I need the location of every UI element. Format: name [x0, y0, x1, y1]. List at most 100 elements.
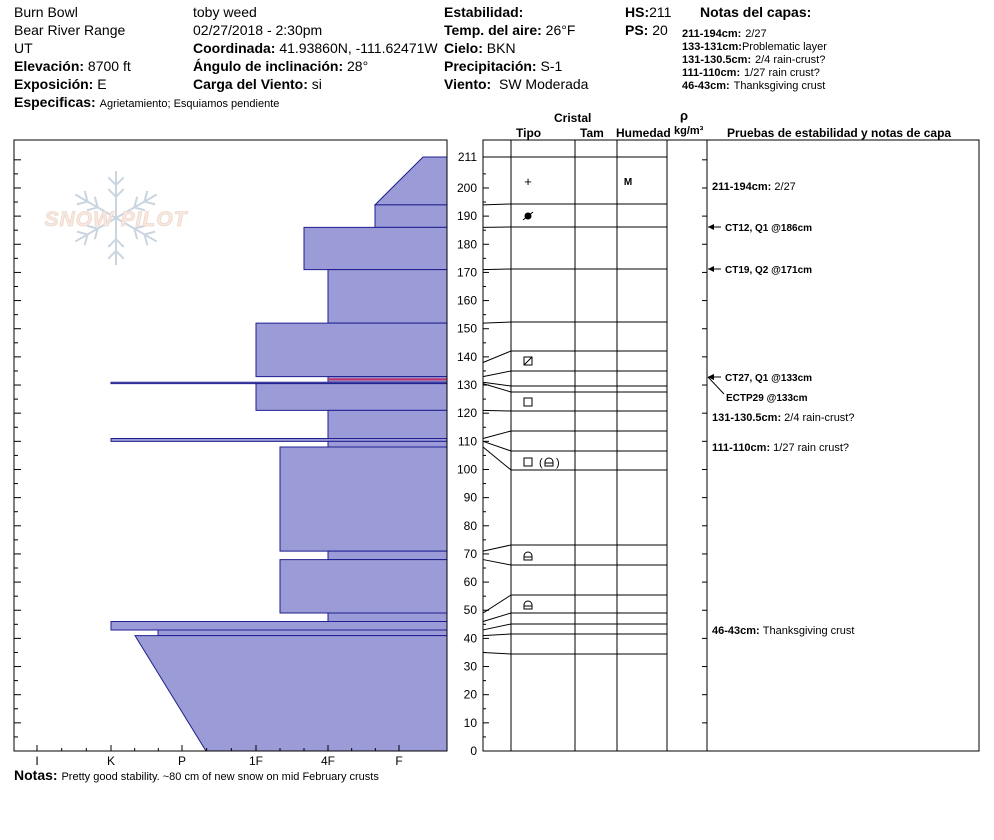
snowflake-branch [107, 188, 117, 198]
hardness-layer [110, 621, 448, 631]
sky-value: BKN [486, 40, 516, 56]
moisture-value: M [624, 177, 632, 188]
wind-row: Viento: SW Moderada [444, 76, 588, 92]
snowflake-branch [134, 206, 146, 212]
y-tick-label: 190 [457, 209, 477, 223]
snowflake-branch [83, 234, 89, 246]
stability-row: Estabilidad: [444, 4, 523, 20]
test-arrow-head [708, 266, 714, 272]
layer-note-2: 131-130.5cm: 2/4 rain-crust? [682, 50, 825, 67]
snowflake-branch [107, 250, 117, 260]
snowflake-arm [74, 217, 117, 243]
layer-note-4: 46-43cm: Thanksgiving crust [682, 76, 825, 93]
layer-connector [482, 430, 512, 439]
coordinates-value: 41.93860N, -111.62471W [279, 40, 438, 56]
aspect-row: Exposición: E [14, 76, 107, 92]
precip-row: Precipitación: S-1 [444, 58, 562, 74]
layer-connector [482, 383, 512, 393]
layer-note-1: 133-131cm:Problematic layer [682, 37, 827, 54]
layer-connector [482, 321, 512, 324]
test-arrow-line [707, 376, 725, 395]
y-tick-label: 90 [464, 491, 478, 505]
location-name: Burn Bowl [14, 4, 78, 20]
y-tick-label: 10 [464, 716, 478, 730]
hardness-layer [327, 550, 448, 561]
header-rho: ρ [680, 108, 689, 123]
y-tick-label: 40 [464, 631, 478, 645]
layer-note-text: Thanksgiving crust [733, 80, 826, 92]
layer-connector [482, 612, 512, 622]
y-tick-label: 30 [464, 660, 478, 674]
y-tick-label: 120 [457, 406, 477, 420]
state: UT [14, 40, 33, 56]
precip-value: S-1 [540, 58, 563, 74]
crystal-symbol-secondary: ( [539, 457, 543, 469]
header-tipo: Tipo [516, 126, 542, 140]
hardness-layer [279, 559, 448, 614]
crystal-symbol-stroke [522, 211, 534, 221]
snowflake-branch [93, 196, 99, 208]
header-cristal: Cristal [554, 111, 592, 125]
test-arrow-head [708, 374, 714, 380]
layer-connector [482, 350, 512, 363]
layer-comment: 211-194cm: 2/27 [712, 181, 796, 193]
snowflake-arm [115, 217, 158, 243]
wind-load-row: Carga del Viento: si [193, 76, 322, 92]
hs-value: 211 [649, 4, 672, 20]
layer-note-text: 1/27 rain crust? [744, 67, 820, 79]
sky-row: Cielo: BKN [444, 40, 516, 56]
stability-test-label: CT19, Q2 @171cm [725, 265, 812, 276]
header-tests: Pruebas de estabilidad y notas de capa [727, 126, 952, 140]
wind-label: Viento: [444, 76, 492, 92]
snowflake-branch [133, 196, 139, 208]
y-tick-label: 70 [464, 547, 478, 561]
precip-label: Precipitación: [444, 58, 537, 74]
snowflake-branch [86, 224, 98, 230]
hardness-layer [327, 440, 448, 448]
mountain-range: Bear River Range [14, 22, 126, 38]
notes-row: Notas: Pretty good stability. ~80 cm of … [14, 767, 379, 784]
test-arrow-head [708, 224, 714, 230]
hardness-layer [373, 156, 448, 206]
layer-comment: 46-43cm: Thanksgiving crust [712, 625, 854, 637]
hardness-layer [255, 383, 448, 411]
x-tick-label: I [35, 754, 38, 768]
snowflake-arm [74, 193, 117, 219]
x-tick-label: 1F [249, 754, 263, 768]
crystal-symbol-rounded-facet [544, 457, 554, 467]
specifics-value: Agrietamiento; Esquiamos pendiente [99, 98, 280, 110]
x-tick-label: P [178, 754, 186, 768]
layer-note-3: 111-110cm: 1/27 rain crust? [682, 63, 820, 80]
snowflake-branch [107, 176, 117, 186]
wind-load-label: Carga del Viento: [193, 76, 308, 92]
elevation-label: Elevación: [14, 58, 85, 74]
elevation-row: Elevación: 8700 ft [14, 58, 131, 74]
specifics-row: Especificas: Agrietamiento; Esquiamos pe… [14, 94, 279, 111]
aspect-value: E [97, 76, 107, 92]
wind-load-value: si [311, 76, 322, 92]
hardness-layer [303, 226, 448, 271]
air-temp-value: 26°F [545, 22, 576, 38]
hs-label: HS: [625, 4, 650, 20]
stability-test-label: ECTP29 @133cm [726, 393, 808, 404]
snowflake-branch [107, 238, 117, 248]
snowflake-branch [134, 224, 146, 230]
layer-note-range: 133-131cm: [682, 41, 742, 53]
layer-connector [482, 440, 512, 452]
snowflake-branch [144, 230, 156, 236]
right-panel-frame [482, 139, 980, 752]
x-tick-label: F [395, 754, 402, 768]
observation-datetime: 02/27/2018 - 2:30pm [193, 22, 323, 38]
hardness-layer [279, 446, 448, 552]
header-tam: Tam [580, 126, 604, 140]
layer-note-text: Problematic layer [741, 41, 827, 53]
y-tick-label: 50 [464, 603, 478, 617]
crystal-symbol-slash [523, 356, 533, 366]
layer-connector [482, 594, 512, 614]
crystal-symbol-faceted [523, 397, 533, 407]
hardness-layer [374, 204, 448, 228]
crystal-symbol-rounded-facet [523, 551, 533, 561]
stability-test-label: CT27, Q1 @133cm [725, 373, 812, 384]
hardness-plot-frame [13, 139, 448, 752]
ps-label: PS: [625, 22, 649, 38]
